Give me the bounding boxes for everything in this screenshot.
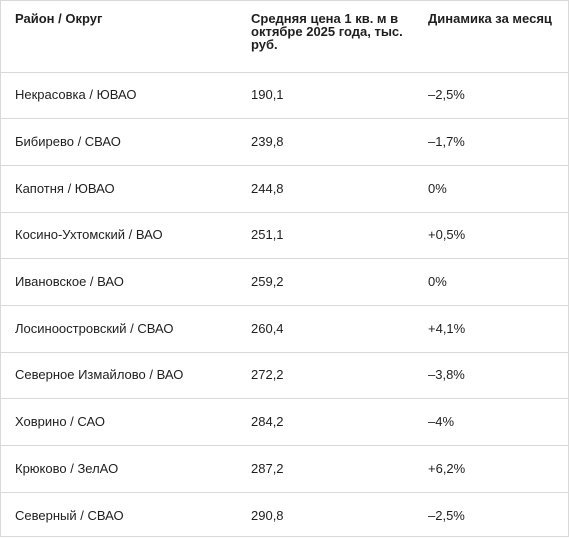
table-row: Бибирево / СВАО 239,8 –1,7% bbox=[1, 118, 568, 166]
header-monthly-change: Динамика за месяц bbox=[414, 1, 568, 73]
cell-change: –2,5% bbox=[428, 507, 465, 523]
header-district: Район / Округ bbox=[1, 1, 237, 73]
table-row: Ивановское / ВАО 259,2 0% bbox=[1, 258, 568, 306]
cell-change: +4,1% bbox=[414, 305, 568, 353]
table-row: Косино-Ухтомский / ВАО 251,1 +0,5% bbox=[1, 212, 568, 260]
cell-price: 239,8 bbox=[237, 118, 414, 166]
cell-district: Косино-Ухтомский / ВАО bbox=[1, 212, 237, 260]
cell-district: Ивановское / ВАО bbox=[1, 258, 237, 306]
cell-price: 259,2 bbox=[237, 258, 414, 306]
cell-change: –3,8% bbox=[414, 352, 568, 400]
table-row: Северное Измайлово / ВАО 272,2 –3,8% bbox=[1, 352, 568, 400]
cell-change: –2,5% bbox=[414, 72, 568, 120]
cell-change: 0% bbox=[414, 165, 568, 213]
table-header-row: Район / Округ Средняя цена 1 кв. м в окт… bbox=[1, 1, 568, 73]
cell-district: Северный / СВАО bbox=[15, 507, 124, 523]
cell-change: –1,7% bbox=[414, 118, 568, 166]
table-row: Некрасовка / ЮВАО 190,1 –2,5% bbox=[1, 72, 568, 120]
table-row: Лосиноостровский / СВАО 260,4 +4,1% bbox=[1, 305, 568, 353]
table-row: Северный / СВАО 290,8 –2,5% bbox=[1, 492, 568, 539]
cell-district: Крюково / ЗелАО bbox=[1, 445, 237, 493]
cell-district: Северное Измайлово / ВАО bbox=[1, 352, 237, 400]
header-avg-price: Средняя цена 1 кв. м в октябре 2025 года… bbox=[237, 1, 414, 73]
table-row: Крюково / ЗелАО 287,2 +6,2% bbox=[1, 445, 568, 493]
cell-change: +0,5% bbox=[414, 212, 568, 260]
cell-district: Лосиноостровский / СВАО bbox=[1, 305, 237, 353]
cell-price: 272,2 bbox=[237, 352, 414, 400]
cell-district: Некрасовка / ЮВАО bbox=[1, 72, 237, 120]
cell-change: +6,2% bbox=[414, 445, 568, 493]
cell-price: 251,1 bbox=[237, 212, 414, 260]
cell-change: –4% bbox=[414, 398, 568, 446]
cell-price: 260,4 bbox=[237, 305, 414, 353]
cell-district: Бибирево / СВАО bbox=[1, 118, 237, 166]
cell-price: 284,2 bbox=[237, 398, 414, 446]
cell-district: Ховрино / САО bbox=[1, 398, 237, 446]
cell-price: 287,2 bbox=[237, 445, 414, 493]
table-row: Ховрино / САО 284,2 –4% bbox=[1, 398, 568, 446]
cell-price: 290,8 bbox=[251, 507, 284, 523]
cell-district: Капотня / ЮВАО bbox=[1, 165, 237, 213]
cell-change: 0% bbox=[414, 258, 568, 306]
cell-price: 244,8 bbox=[237, 165, 414, 213]
cell-price: 190,1 bbox=[237, 72, 414, 120]
table-row: Капотня / ЮВАО 244,8 0% bbox=[1, 165, 568, 213]
